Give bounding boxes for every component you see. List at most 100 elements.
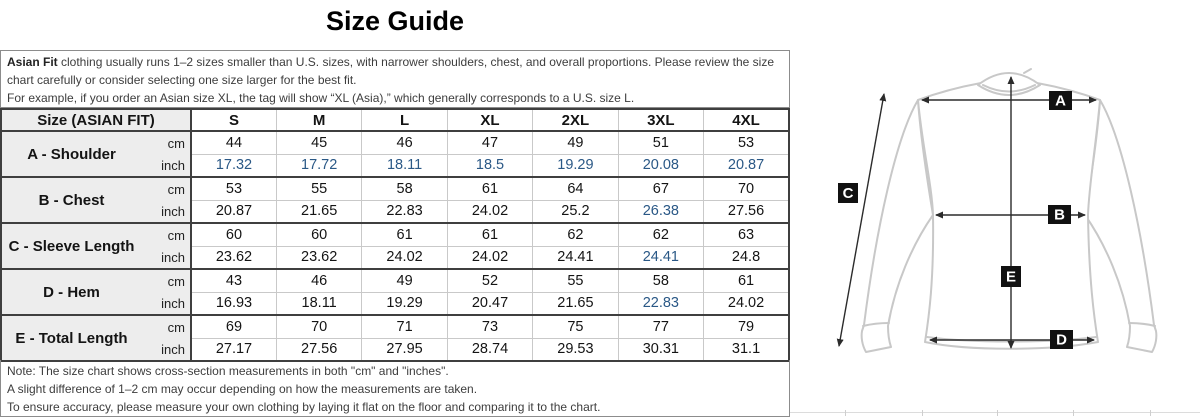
measure-labels: A B C D E <box>838 91 1073 349</box>
unit-cell-inch: inch <box>141 246 193 270</box>
measure-row-cm: A - Shoulder cm 44 45 46 47 49 51 53 <box>0 130 790 178</box>
inch-value-cell: 20.87 <box>703 153 790 178</box>
cm-value-cell: 64 <box>532 176 619 201</box>
cm-value-cell: 60 <box>190 222 277 247</box>
info-lead-bold: Asian Fit <box>7 55 58 69</box>
shirt-outline <box>860 68 1158 353</box>
measure-row-label: E - Total Length <box>0 314 141 362</box>
notes-box: Note: The size chart shows cross-section… <box>0 360 790 417</box>
size-column-header: 2XL <box>532 108 619 132</box>
cm-value-cell: 70 <box>275 314 363 339</box>
measure-row-label: A - Shoulder <box>0 130 141 178</box>
cm-value-cell: 52 <box>446 268 534 293</box>
cm-value-cell: 67 <box>617 176 705 201</box>
cm-value-cell: 75 <box>532 314 619 339</box>
info-example: For example, if you order an Asian size … <box>7 91 635 105</box>
cm-value-cell: 70 <box>703 176 790 201</box>
note-line: To ensure accuracy, please measure your … <box>7 400 601 414</box>
cm-value-cell: 44 <box>190 130 277 155</box>
measure-row-label: D - Hem <box>0 268 141 316</box>
inch-value-cell: 24.02 <box>703 291 790 316</box>
size-column-header: 4XL <box>703 108 790 132</box>
measure-row-label: B - Chest <box>0 176 141 224</box>
cm-value-cell: 51 <box>617 130 705 155</box>
inch-value-cell: 20.47 <box>446 291 534 316</box>
cm-value-cell: 62 <box>532 222 619 247</box>
cm-value-cell: 63 <box>703 222 790 247</box>
measure-row-cm: E - Total Length cm 69 70 71 73 75 77 79 <box>0 314 790 362</box>
inch-value-cell: 24.02 <box>361 245 448 270</box>
inch-value-cell: 22.83 <box>361 199 448 224</box>
cm-value-cell: 49 <box>532 130 619 155</box>
inch-value-cell: 24.02 <box>446 199 534 224</box>
table-header-row: Size (ASIAN FIT) S M L XL 2XL 3XL 4XL <box>0 108 790 132</box>
label-E: E <box>1001 266 1021 287</box>
inch-value-cell: 27.95 <box>361 337 448 362</box>
shirt-body <box>917 82 1101 350</box>
inch-value-cell: 24.8 <box>703 245 790 270</box>
table-corner-label: Size (ASIAN FIT) <box>0 108 193 132</box>
page-title: Size Guide <box>325 6 465 36</box>
cm-value-cell: 53 <box>190 176 277 201</box>
cutoff-row-hint <box>790 410 1200 417</box>
arrow-C-sleeve <box>836 93 887 347</box>
inch-value-cell: 18.11 <box>275 291 363 316</box>
cm-value-cell: 61 <box>703 268 790 293</box>
unit-cell-inch: inch <box>141 200 193 224</box>
inch-value-cell: 27.17 <box>190 337 277 362</box>
cm-value-cell: 47 <box>446 130 534 155</box>
cm-value-cell: 55 <box>532 268 619 293</box>
cm-value-cell: 61 <box>361 222 448 247</box>
measure-row-inch: inch 23.62 23.62 24.02 24.02 24.41 24.41 24.8 <box>1 245 790 270</box>
cm-value-cell: 60 <box>275 222 363 247</box>
label-E-letter: E <box>1006 269 1016 286</box>
cm-value-cell: 43 <box>190 268 277 293</box>
note-line: A slight difference of 1–2 cm may occur … <box>7 382 478 396</box>
inch-value-cell: 19.29 <box>532 153 619 178</box>
size-table-head: Size (ASIAN FIT) S M L XL 2XL 3XL 4XL <box>0 108 790 132</box>
label-C-letter: C <box>843 185 854 202</box>
inch-value-cell: 29.53 <box>532 337 619 362</box>
cm-value-cell: 53 <box>703 130 790 155</box>
inch-value-cell: 19.29 <box>361 291 448 316</box>
label-B: B <box>1048 205 1071 224</box>
cm-value-cell: 79 <box>703 314 790 339</box>
inch-value-cell: 23.62 <box>190 245 277 270</box>
asian-fit-info-box: Asian Fit clothing usually runs 1–2 size… <box>0 50 790 108</box>
inch-value-cell: 30.31 <box>617 337 705 362</box>
inch-value-cell: 21.65 <box>275 199 363 224</box>
size-column-header: L <box>361 108 448 132</box>
label-A: A <box>1049 91 1072 110</box>
inch-value-cell: 20.08 <box>617 153 705 178</box>
cm-value-cell: 46 <box>361 130 448 155</box>
size-column-header: XL <box>446 108 534 132</box>
inch-value-cell: 24.02 <box>446 245 534 270</box>
cm-value-cell: 58 <box>617 268 705 293</box>
unit-cell-inch: inch <box>141 338 193 362</box>
inch-value-cell: 16.93 <box>190 291 277 316</box>
cm-value-cell: 77 <box>617 314 705 339</box>
info-lead: Asian Fit clothing usually runs 1–2 size… <box>7 53 783 89</box>
cm-value-cell: 55 <box>275 176 363 201</box>
cm-value-cell: 49 <box>361 268 448 293</box>
measure-row-label: C - Sleeve Length <box>0 222 141 270</box>
inch-value-cell: 18.5 <box>446 153 534 178</box>
inch-value-cell: 20.87 <box>190 199 277 224</box>
cm-value-cell: 46 <box>275 268 363 293</box>
unit-cell-cm: cm <box>141 176 193 200</box>
inch-value-cell: 26.38 <box>617 199 705 224</box>
measure-row-inch: inch 27.17 27.56 27.95 28.74 29.53 30.31 31.1 <box>1 337 790 362</box>
size-column-header: 3XL <box>617 108 705 132</box>
inch-value-cell: 28.74 <box>446 337 534 362</box>
right-cuff-line <box>1128 322 1156 327</box>
size-table: Size (ASIAN FIT) S M L XL 2XL 3XL 4XL A - Shoul… <box>0 108 790 362</box>
inch-value-cell: 31.1 <box>703 337 790 362</box>
inch-value-cell: 17.32 <box>190 153 277 178</box>
inch-value-cell: 18.11 <box>361 153 448 178</box>
measure-row-cm: C - Sleeve Length cm 60 60 61 61 62 62 63 <box>0 222 790 270</box>
cm-value-cell: 45 <box>275 130 363 155</box>
cm-value-cell: 73 <box>446 314 534 339</box>
inch-value-cell: 24.41 <box>617 245 705 270</box>
info-lead-rest: clothing usually runs 1–2 sizes smaller … <box>7 55 775 87</box>
inch-value-cell: 27.56 <box>275 337 363 362</box>
